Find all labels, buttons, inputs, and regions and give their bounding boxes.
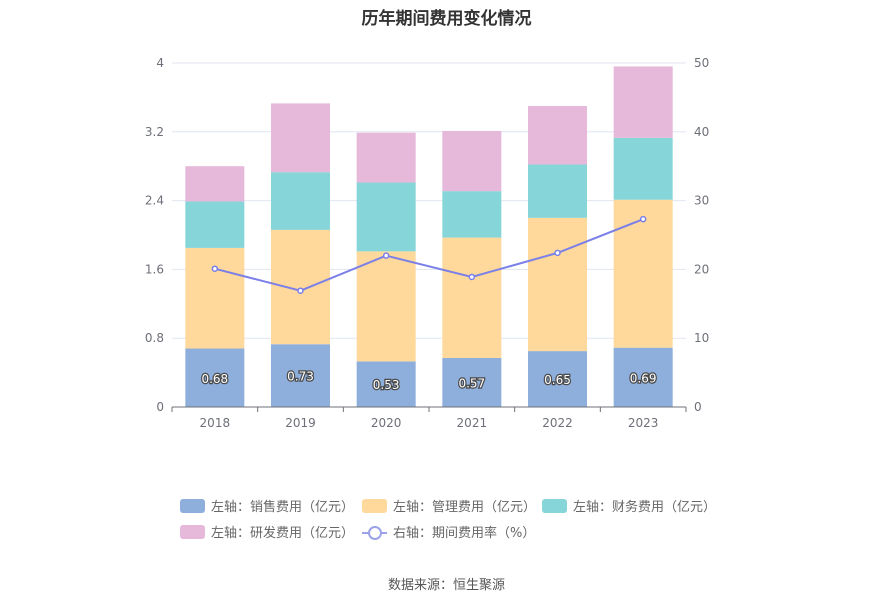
right-axis-tick-label: 50 — [694, 56, 709, 70]
right-axis-tick-label: 40 — [694, 125, 709, 139]
bar-data-label: 0.53 — [373, 378, 400, 392]
bar-data-label: 0.65 — [544, 373, 571, 387]
bar-data-label: 0.69 — [630, 371, 657, 385]
legend-swatch-rnd — [180, 524, 205, 539]
chart-title: 历年期间费用变化情况 — [361, 9, 532, 29]
bar-data-label: 0.68 — [201, 372, 228, 386]
right-axis-tick-label: 30 — [694, 194, 709, 208]
left-axis-tick-label: 3.2 — [145, 125, 164, 139]
x-axis-tick-label: 2019 — [285, 416, 316, 430]
bar-segment — [442, 237, 502, 358]
bar-data-label: 0.73 — [287, 370, 314, 384]
expense-ratio-point — [382, 252, 390, 259]
bar-segment — [442, 130, 502, 192]
bar-segment — [613, 137, 673, 200]
x-axis-tick-label: 2020 — [371, 416, 402, 430]
x-axis-tick-label: 2021 — [457, 416, 488, 430]
legend-label-rnd: 左轴：研发费用（亿元） — [211, 526, 355, 541]
bar-segment — [271, 172, 330, 230]
bar-segment — [442, 357, 502, 407]
right-axis-tick-label: 10 — [694, 331, 709, 345]
legend-item-rnd[interactable]: 左轴：研发费用（亿元） — [180, 522, 354, 541]
bar-segment — [613, 66, 673, 138]
legend-swatch-finance — [542, 498, 567, 513]
bar-segment — [185, 348, 245, 407]
right-axis-tick-label: 0 — [694, 400, 702, 414]
legend-label-admin: 左轴：管理费用（亿元） — [393, 500, 537, 515]
legend-item-finance[interactable]: 左轴：财务费用（亿元） — [542, 496, 716, 515]
left-axis-tick-label: 4 — [156, 56, 164, 70]
bar-segment — [185, 247, 245, 349]
bar-segment — [356, 361, 416, 407]
bar-segment — [528, 106, 587, 165]
legend-label-expense-ratio: 右轴：期间费用率（%） — [393, 526, 536, 541]
x-axis-tick-label: 2018 — [200, 416, 231, 430]
legend-label-finance: 左轴：财务费用（亿元） — [573, 500, 717, 515]
legend-item-admin[interactable]: 左轴：管理费用（亿元） — [362, 496, 536, 515]
expense-ratio-point — [639, 215, 647, 223]
expense-ratio-line — [214, 218, 644, 292]
legend-swatch-expense-ratio — [362, 525, 387, 540]
bar-segment — [356, 182, 416, 252]
bar-segment — [356, 132, 416, 183]
legend-label-sales: 左轴：销售费用（亿元） — [211, 500, 355, 515]
x-axis-tick-label: 2023 — [628, 416, 659, 430]
left-axis-tick-label: 2.4 — [145, 194, 164, 208]
left-axis-tick-label: 0.8 — [145, 331, 164, 345]
bar-segment — [271, 103, 330, 173]
x-axis-tick-label: 2022 — [542, 416, 573, 430]
left-axis-tick-label: 0 — [156, 400, 164, 414]
bar-segment — [271, 344, 330, 407]
bar-segment — [185, 201, 245, 248]
bar-segment — [185, 166, 245, 202]
legend-item-sales[interactable]: 左轴：销售费用（亿元） — [180, 496, 354, 515]
bar-segment — [613, 347, 673, 407]
data-source: 数据来源：恒生聚源 — [387, 578, 505, 593]
bar-segment — [356, 251, 416, 362]
legend-item-expense-ratio[interactable]: 右轴：期间费用率（%） — [362, 522, 535, 541]
bar-segment — [442, 191, 502, 238]
bar-segment — [613, 199, 673, 348]
left-axis-tick-label: 1.6 — [145, 262, 164, 276]
legend-swatch-sales — [180, 498, 205, 513]
expense-ratio-point — [211, 265, 219, 272]
bar-data-label: 0.57 — [458, 376, 485, 390]
bar-segment — [528, 164, 587, 218]
bar-segment — [528, 217, 587, 352]
expense-ratio-point — [468, 273, 476, 281]
bar-segment — [528, 351, 587, 407]
right-axis-tick-label: 20 — [694, 262, 709, 276]
bar-segment — [271, 229, 330, 345]
expense-ratio-point — [554, 249, 561, 257]
expense-ratio-point — [297, 287, 304, 294]
legend-swatch-admin — [362, 498, 387, 513]
